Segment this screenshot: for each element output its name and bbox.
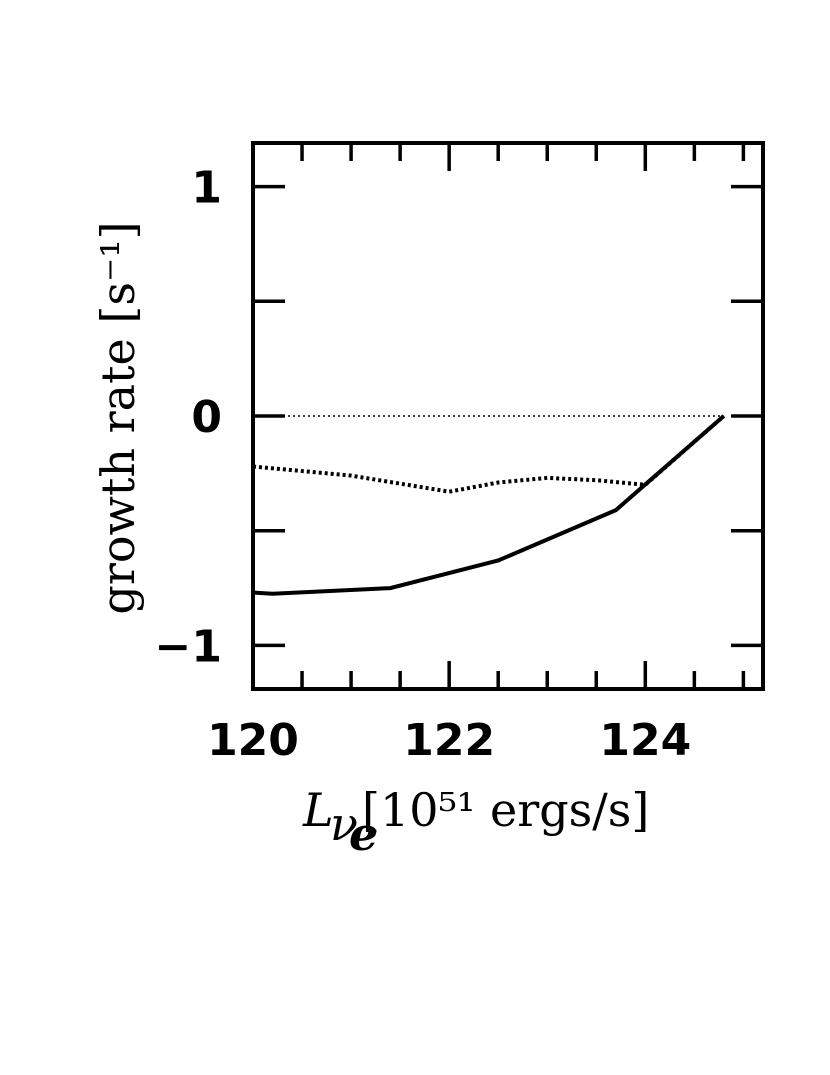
y-tick-label: 0 xyxy=(191,392,222,443)
data-series xyxy=(252,414,726,596)
series-solid xyxy=(252,414,726,596)
x-axis-subsubscript: e xyxy=(349,807,378,861)
axis-ticks xyxy=(251,143,763,689)
x-axis-subscript: ν xyxy=(330,797,358,851)
x-axis-units: [10⁵¹ ergs/s] xyxy=(362,783,649,837)
x-tick-label: 120 xyxy=(207,715,299,766)
x-tick-label: 122 xyxy=(403,715,495,766)
tick-labels: 120 122 124 −1 0 1 xyxy=(155,163,692,766)
y-tick-label: 1 xyxy=(191,163,222,214)
x-axis-label: L ν e [10⁵¹ ergs/s] xyxy=(302,783,649,861)
series-dotted xyxy=(252,414,726,494)
y-tick-label: −1 xyxy=(155,621,222,672)
x-axis-symbol: L xyxy=(302,783,334,837)
y-axis-label: growth rate [s⁻¹] xyxy=(91,221,145,614)
x-tick-label: 124 xyxy=(599,715,691,766)
